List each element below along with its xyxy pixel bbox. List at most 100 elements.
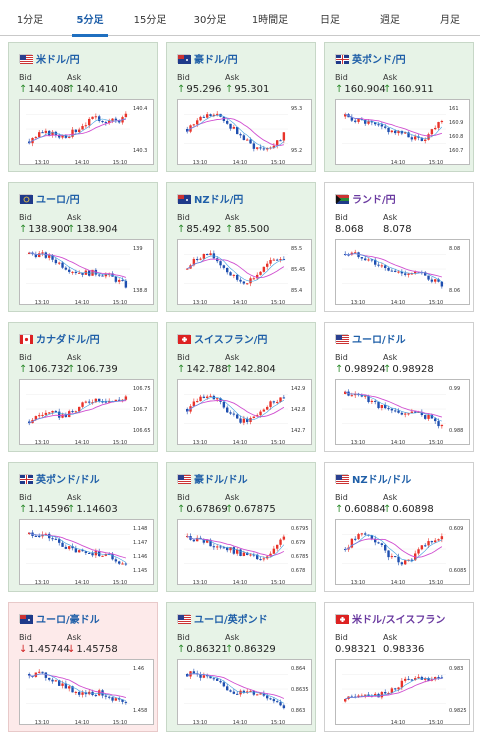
candle-body bbox=[344, 391, 347, 394]
mini-candlestick-chart[interactable]: 0.99 0.988 13:10 14:10 15:10 bbox=[335, 379, 470, 445]
candle-body bbox=[94, 695, 98, 697]
x-tick-label: 14:10 bbox=[75, 580, 89, 584]
candle-body bbox=[387, 692, 390, 694]
candle-body bbox=[71, 271, 74, 273]
candle-body bbox=[101, 401, 104, 403]
candle-body bbox=[71, 411, 74, 413]
candle-body bbox=[430, 279, 434, 282]
rate-card[interactable]: 米ドル/円 Bid Ask ↑140.408 ↑140.410 140.4 140.3 13:… bbox=[8, 42, 158, 172]
pair-title[interactable]: 米ドル/スイスフラン bbox=[335, 611, 445, 626]
mini-candlestick-chart[interactable]: 161 160.9 160.8 160.7 14:10 15:10 bbox=[335, 99, 470, 165]
pair-title[interactable]: ユーロ/円 bbox=[19, 191, 80, 206]
mini-candlestick-chart[interactable]: 0.983 0.9825 14:10 15:10 bbox=[335, 659, 470, 725]
pair-title[interactable]: ランド/円 bbox=[335, 191, 396, 206]
tab-2[interactable]: 15分足 bbox=[133, 14, 167, 26]
mini-candlestick-chart[interactable]: 1.46 1.458 13:10 14:10 15:10 bbox=[19, 659, 154, 725]
candle-body bbox=[407, 273, 410, 275]
pair-title[interactable]: 英ポンド/ドル bbox=[19, 471, 100, 486]
candle-body bbox=[58, 262, 61, 264]
mini-candlestick-chart[interactable]: 142.9 142.8 142.7 13:10 14:10 15:10 bbox=[177, 379, 312, 445]
tab-6[interactable]: 週足 bbox=[380, 14, 400, 26]
x-tick-label: 13:10 bbox=[193, 300, 207, 304]
mini-candlestick-chart[interactable]: 0.609 0.6085 13:10 14:10 15:10 bbox=[335, 519, 470, 585]
pair-title[interactable]: ユーロ/ドル bbox=[335, 331, 406, 346]
tab-7[interactable]: 月足 bbox=[440, 14, 460, 26]
candle-body bbox=[206, 396, 209, 399]
moving-average-line bbox=[186, 399, 285, 418]
bid-value: ↑0.60884 bbox=[335, 504, 386, 515]
candle-body bbox=[111, 118, 114, 121]
candle-body bbox=[216, 546, 219, 548]
arrow-up-icon: ↑ bbox=[67, 224, 76, 235]
candle-body bbox=[94, 398, 98, 403]
candle-body bbox=[196, 120, 199, 125]
rate-card[interactable]: ユーロ/ドル Bid Ask ↑0.98924 ↑0.98928 0.99 0.988 13:… bbox=[324, 322, 474, 452]
pair-title[interactable]: 米ドル/円 bbox=[19, 51, 80, 66]
candle-body bbox=[196, 401, 199, 403]
candle-body bbox=[44, 533, 48, 535]
mini-candlestick-chart[interactable]: 140.4 140.3 13:10 14:10 15:10 bbox=[19, 99, 154, 165]
mini-candlestick-chart[interactable]: 85.5 85.45 85.4 13:10 14:10 15:10 bbox=[177, 239, 312, 305]
rate-card[interactable]: ユーロ/円 Bid Ask ↑138.900 ↑138.904 139 138.8 13:10… bbox=[8, 182, 158, 312]
ask-value-text: 1.14603 bbox=[76, 504, 118, 515]
x-tick-label: 13:10 bbox=[193, 440, 207, 444]
candle-body bbox=[252, 690, 256, 695]
candle-body bbox=[276, 401, 279, 403]
rate-card[interactable]: スイスフラン/円 Bid Ask ↑142.788 ↑142.804 142.9 142.8… bbox=[166, 322, 316, 452]
rate-card[interactable]: 英ポンド/ドル Bid Ask ↑1.14596 ↑1.14603 1.148 1.147 1… bbox=[8, 462, 158, 592]
pair-title[interactable]: 英ポンド/円 bbox=[335, 51, 406, 66]
candle-body bbox=[272, 548, 276, 554]
rate-card[interactable]: 豪ドル/ドル Bid Ask ↑0.67869 ↑0.67875 0.6795 0.679 0… bbox=[166, 462, 316, 592]
rate-card[interactable]: 英ポンド/円 Bid Ask ↑160.904 ↑160.911 161 160.9 160.… bbox=[324, 42, 474, 172]
rate-card[interactable]: ユーロ/豪ドル Bid Ask ↓1.45744 ↓1.45758 1.46 1.458 13… bbox=[8, 602, 158, 732]
tab-0[interactable]: 1分足 bbox=[16, 14, 44, 26]
pair-title[interactable]: 豪ドル/円 bbox=[177, 51, 238, 66]
pair-title[interactable]: NZドル/ドル bbox=[335, 471, 411, 486]
pair-title[interactable]: スイスフラン/円 bbox=[177, 331, 267, 346]
bid-label: Bid bbox=[177, 213, 190, 222]
x-tick-label: 14:10 bbox=[391, 720, 405, 724]
bid-value-text: 1.14596 bbox=[28, 504, 70, 515]
bid-value: ↑1.14596 bbox=[19, 504, 70, 515]
candle-body bbox=[387, 408, 390, 410]
candle-body bbox=[101, 120, 104, 123]
mini-candlestick-chart[interactable]: 0.6795 0.679 0.6785 0.678 13:10 14:10 15:10 bbox=[177, 519, 312, 585]
rate-card[interactable]: ランド/円 Bid Ask 8.068 8.078 8.08 8.06 13:10 14:10 1… bbox=[324, 182, 474, 312]
pair-title[interactable]: ユーロ/豪ドル bbox=[19, 611, 100, 626]
rate-card[interactable]: 豪ドル/円 Bid Ask ↑95.296 ↑95.301 95.3 95.2 13:10 14… bbox=[166, 42, 316, 172]
candle-body bbox=[108, 696, 111, 698]
candle-body bbox=[417, 676, 420, 679]
rate-card[interactable]: NZドル/ドル Bid Ask ↑0.60884 ↑0.60898 0.609 0.6085… bbox=[324, 462, 474, 592]
candle-body bbox=[58, 680, 61, 686]
y-tick-label: 106.75 bbox=[133, 386, 151, 392]
mini-candlestick-chart[interactable]: 8.08 8.06 13:10 14:10 15:10 bbox=[335, 239, 470, 305]
tab-1[interactable]: 5分足 bbox=[60, 0, 120, 37]
rate-card[interactable]: 米ドル/スイスフラン Bid Ask 0.98321 0.98336 0.983 0.982… bbox=[324, 602, 474, 732]
mini-candlestick-chart[interactable]: 139 138.8 13:10 14:10 15:10 bbox=[19, 239, 154, 305]
tab-3[interactable]: 30分足 bbox=[193, 14, 227, 26]
candle-body bbox=[279, 397, 282, 402]
mini-candlestick-chart[interactable]: 95.3 95.2 13:10 14:10 15:10 bbox=[177, 99, 312, 165]
candle-body bbox=[229, 690, 232, 692]
tab-5[interactable]: 日足 bbox=[320, 14, 340, 26]
rate-card[interactable]: NZドル/円 Bid Ask ↑85.492 ↑85.500 85.5 85.45 85.4 1… bbox=[166, 182, 316, 312]
y-tick-label: 0.6085 bbox=[449, 568, 467, 574]
candle-body bbox=[68, 686, 71, 689]
mini-candlestick-chart[interactable]: 0.864 0.8635 0.863 13:10 14:10 15:10 bbox=[177, 659, 312, 725]
candle-body bbox=[51, 255, 54, 260]
pair-title[interactable]: ユーロ/英ポンド bbox=[177, 611, 268, 626]
mini-candlestick-chart[interactable]: 1.148 1.147 1.146 1.145 13:10 14:10 15:10 bbox=[19, 519, 154, 585]
rate-card[interactable]: ユーロ/英ポンド Bid Ask ↑0.86321 ↑0.86329 0.864 0.863… bbox=[166, 602, 316, 732]
rate-card[interactable]: カナダドル/円 Bid Ask ↑106.732 ↑106.739 106.75 106.7… bbox=[8, 322, 158, 452]
candle-body bbox=[226, 686, 229, 691]
bid-value: 8.068 bbox=[335, 224, 364, 235]
pair-title[interactable]: NZドル/円 bbox=[177, 191, 243, 206]
candle-body bbox=[38, 415, 41, 417]
pair-title[interactable]: 豪ドル/ドル bbox=[177, 471, 248, 486]
candle-body bbox=[397, 410, 400, 413]
tab-4[interactable]: 1時間足 bbox=[251, 14, 289, 26]
candle-body bbox=[81, 550, 84, 552]
pair-title[interactable]: カナダドル/円 bbox=[19, 331, 100, 346]
mini-candlestick-chart[interactable]: 106.75 106.7 106.65 13:10 14:10 15:10 bbox=[19, 379, 154, 445]
candle-body bbox=[249, 139, 252, 144]
